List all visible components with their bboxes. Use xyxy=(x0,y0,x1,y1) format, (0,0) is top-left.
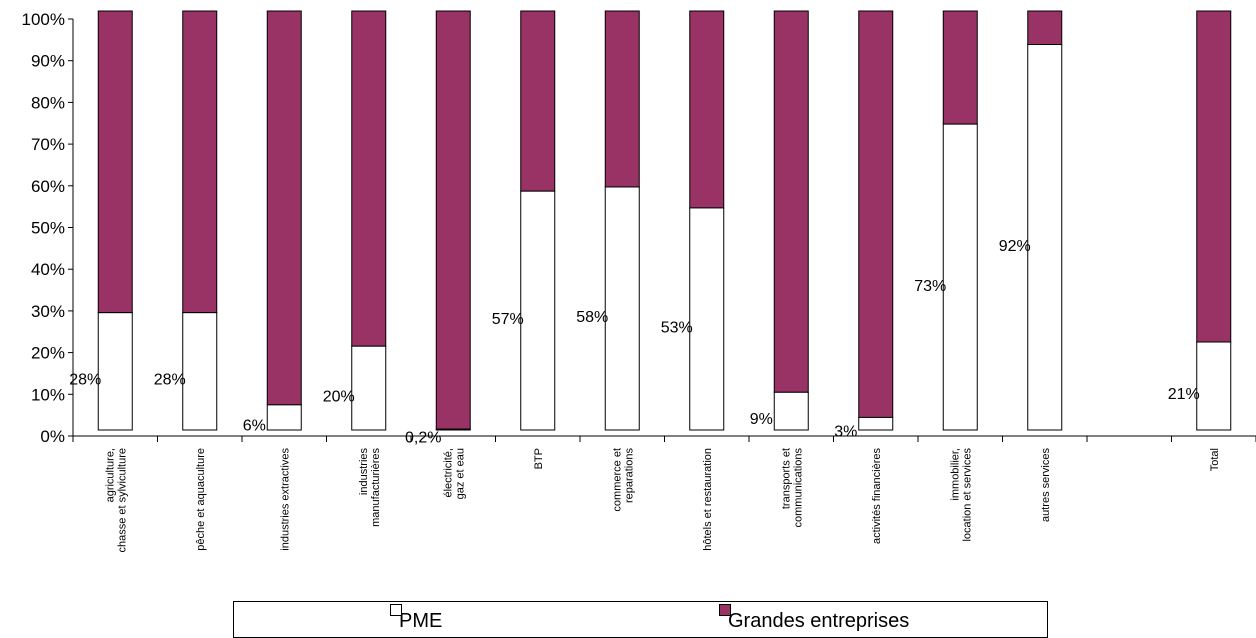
y-tick-label: 80% xyxy=(31,93,65,112)
x-tick-label-line: location et services xyxy=(961,448,973,542)
y-tick-label: 40% xyxy=(31,260,65,279)
category-labels: agriculture, chasse et sylviculture pêche … xyxy=(104,448,1221,553)
bar-grandes-entreprises xyxy=(435,10,471,430)
x-tick-label-line: reparations xyxy=(623,448,635,504)
x-tick-label-line: gaz et eau xyxy=(454,448,466,499)
x-tick-label-line: transports et xyxy=(780,448,792,509)
y-tick-label: 0% xyxy=(40,427,65,446)
legend-item-pme: PME xyxy=(390,604,443,633)
stacked-bar-chart: 0%10%20%30%40%50%60%70%80%90%100% 28% 28%… xyxy=(22,10,1256,553)
x-tick-label-line: industries extractives xyxy=(279,448,291,551)
bar-grandes-entreprises xyxy=(604,10,640,188)
data-label-pme: 53% xyxy=(661,319,693,336)
data-labels: 28% 28% 6% 20% 0,2% 57% 58% 53% 9% 3% 73% 92% 21% xyxy=(69,238,1200,446)
bar-pme xyxy=(97,312,133,431)
x-tick-label-line: hôtels et restauration xyxy=(702,448,714,551)
legend-item-grandes-entreprises: Grandes entreprises xyxy=(719,604,910,633)
x-tick-label: immobilier, location et services xyxy=(949,448,973,542)
bar-pme xyxy=(182,312,218,431)
x-tick-label-line: agriculture, xyxy=(104,448,116,502)
legend-label-grandes-entreprises: Grandes entreprises xyxy=(728,610,910,632)
x-tick-label: autres services xyxy=(1040,448,1052,522)
x-tick-label-line: chasse et sylviculture xyxy=(116,448,128,553)
x-tick-label: agriculture, chasse et sylviculture xyxy=(104,448,128,553)
bar-grandes-entreprises xyxy=(266,10,302,406)
data-label-pme: 57% xyxy=(492,311,524,328)
bar-pme xyxy=(520,190,556,431)
x-tick-label-line: industries xyxy=(358,448,370,496)
x-axis xyxy=(72,435,1256,442)
x-tick-label: commerce et reparations xyxy=(611,448,635,512)
y-tick-label: 50% xyxy=(31,219,65,238)
data-label-pme: 92% xyxy=(999,238,1031,255)
y-tick-label: 20% xyxy=(31,344,65,363)
x-tick-label: transports et communications xyxy=(780,448,804,528)
legend: PME Grandes entreprises xyxy=(233,601,1048,638)
data-label-pme: 9% xyxy=(750,411,773,428)
data-label-pme: 21% xyxy=(1168,386,1200,403)
legend-swatch-pme xyxy=(390,604,402,616)
bar-pme xyxy=(266,404,302,431)
x-tick-label: pêche et aquaculture xyxy=(195,448,207,551)
data-label-pme: 28% xyxy=(69,372,101,389)
x-tick-label: activités financières xyxy=(871,448,883,544)
y-tick-label: 30% xyxy=(31,302,65,321)
data-label-pme: 73% xyxy=(914,278,946,295)
x-tick-label-line: autres services xyxy=(1040,448,1052,522)
x-tick-label-line: pêche et aquaculture xyxy=(195,448,207,551)
bar-pme xyxy=(942,123,978,431)
bar-grandes-entreprises xyxy=(182,10,218,314)
data-label-pme: 58% xyxy=(576,309,608,326)
data-label-pme: 3% xyxy=(834,424,857,441)
data-label-pme: 6% xyxy=(243,417,266,434)
bar-grandes-entreprises xyxy=(1027,10,1063,46)
x-tick-label-line: communications xyxy=(792,448,804,528)
x-tick-label-line: manufacturières xyxy=(370,448,382,527)
bar-pme xyxy=(689,207,725,431)
legend-label-pme: PME xyxy=(399,610,443,632)
x-tick-label: industries manufacturières xyxy=(358,448,382,527)
x-tick-label-line: immobilier, xyxy=(949,448,961,501)
x-tick-label-line: Total xyxy=(1209,448,1221,471)
bars xyxy=(97,10,1232,431)
bar-pme xyxy=(773,391,809,431)
bar-pme xyxy=(858,416,894,431)
bar-grandes-entreprises xyxy=(97,10,133,314)
x-tick-label: BTP xyxy=(533,448,545,469)
bar-pme xyxy=(1027,44,1063,431)
x-tick-label: Total xyxy=(1209,448,1221,471)
bar-pme xyxy=(1196,341,1232,431)
bar-grandes-entreprises xyxy=(773,10,809,393)
y-tick-label: 90% xyxy=(31,52,65,71)
bar-grandes-entreprises xyxy=(858,10,894,418)
y-tick-label: 60% xyxy=(31,177,65,196)
data-label-pme: 20% xyxy=(323,388,355,405)
data-label-pme: 28% xyxy=(154,372,186,389)
x-tick-label-line: activités financières xyxy=(871,448,883,544)
bar-pme xyxy=(435,428,471,431)
bar-pme xyxy=(351,345,387,431)
x-tick-label-line: BTP xyxy=(533,448,545,469)
x-tick-label-line: commerce et xyxy=(611,448,623,512)
y-tick-label: 100% xyxy=(22,10,65,29)
bar-grandes-entreprises xyxy=(942,10,978,125)
legend-swatch-grandes-entreprises xyxy=(719,604,731,616)
bar-pme xyxy=(604,186,640,431)
data-label-pme: 0,2% xyxy=(405,430,441,447)
bar-grandes-entreprises xyxy=(1196,10,1232,343)
x-tick-label-line: électricité, xyxy=(442,448,454,498)
x-tick-label: hôtels et restauration xyxy=(702,448,714,551)
x-tick-label: électricité, gaz et eau xyxy=(442,448,466,499)
x-tick-label: industries extractives xyxy=(279,448,291,551)
bar-grandes-entreprises xyxy=(520,10,556,192)
bar-grandes-entreprises xyxy=(689,10,725,209)
bar-grandes-entreprises xyxy=(351,10,387,347)
y-tick-label: 70% xyxy=(31,135,65,154)
y-tick-label: 10% xyxy=(31,385,65,404)
y-axis: 0% 10% 20% 30% 40% 50% 60% 70% 80% 90% 100% xyxy=(22,10,74,446)
